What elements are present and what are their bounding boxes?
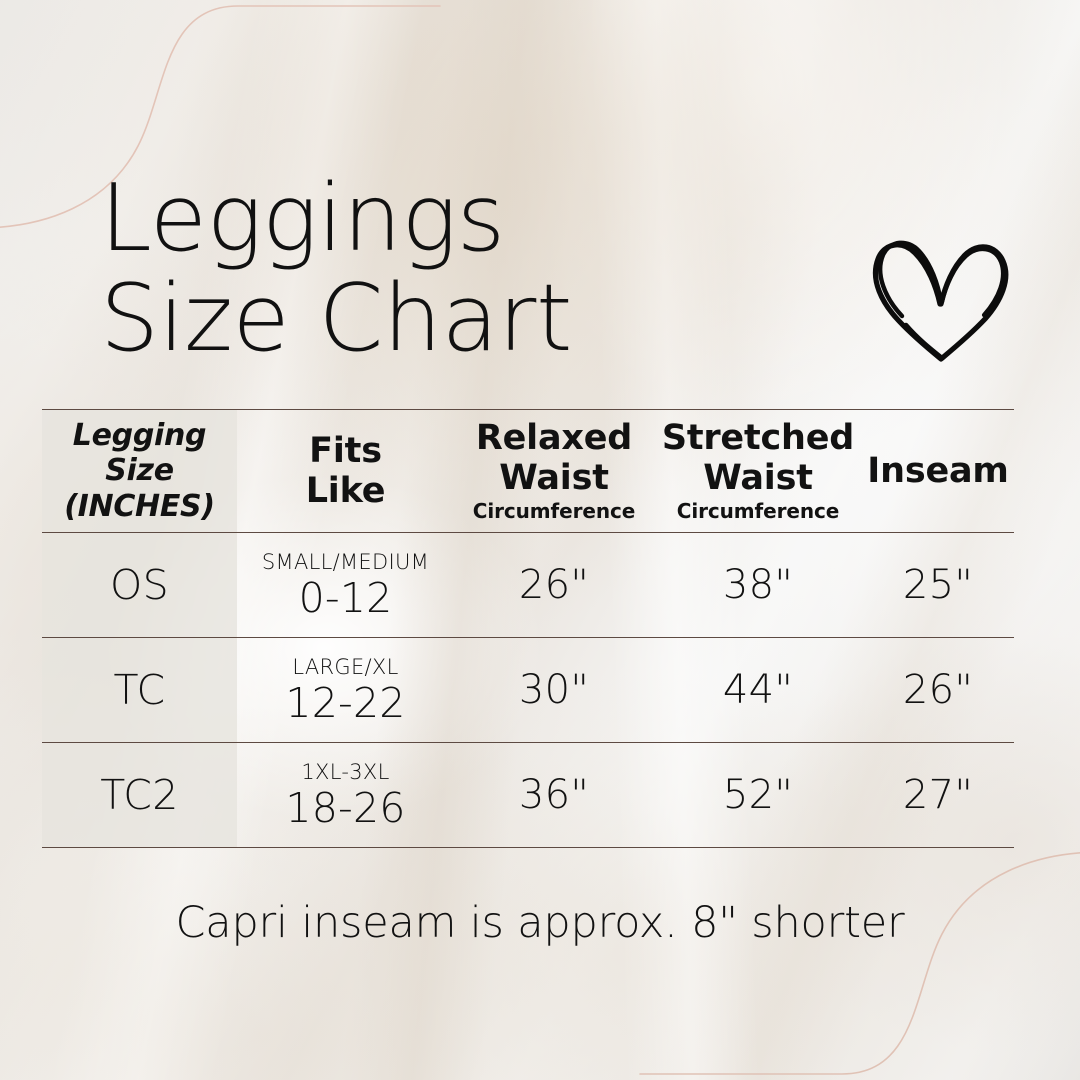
cell-fits-like-label: SMALL/MEDIUM [261, 549, 430, 574]
table-row: TC2 1XL-3XL 18-26 36" 52" [42, 742, 1014, 848]
size-chart-table: Legging Size (INCHES) Fits Like Relaxed … [42, 409, 1014, 848]
cell-size: OS [42, 532, 237, 638]
cell-relaxed-waist: 26" [454, 533, 654, 638]
cell-fits-like-range: 12-22 [285, 678, 406, 727]
page-title-line-1: Leggings [100, 164, 505, 272]
cell-relaxed-waist: 30" [454, 638, 654, 743]
column-header-relaxed-waist-main: Relaxed [475, 417, 633, 458]
cell-inseam-value: 25" [902, 562, 974, 608]
cell-inseam: 25" [862, 533, 1014, 638]
cell-fits-like-label: 1XL-3XL [301, 759, 390, 784]
cell-inseam-value: 26" [902, 667, 974, 713]
column-header-legging-size: Legging Size (INCHES) [42, 409, 237, 533]
column-header-stretched-waist-second: Waist [703, 458, 813, 498]
column-header-relaxed-waist-second: Waist [499, 458, 609, 498]
table-row: OS SMALL/MEDIUM 0-12 26" 38" [42, 532, 1014, 638]
column-header-stretched-waist-sub: Circumference [676, 499, 840, 524]
cell-stretched-waist-value: 52" [722, 772, 794, 818]
cell-fits-like: SMALL/MEDIUM 0-12 [237, 533, 454, 638]
column-header-stretched-waist-main: Stretched [661, 417, 855, 458]
hand-drawn-heart-icon [872, 240, 1009, 362]
cell-size: TC [42, 637, 237, 743]
cell-fits-like-range: 0-12 [298, 573, 393, 622]
cell-size-value: TC2 [100, 771, 179, 819]
cell-inseam: 27" [862, 743, 1014, 848]
cell-stretched-waist: 44" [654, 638, 862, 743]
column-header-legging-size-main: Legging Size [72, 418, 207, 489]
cell-stretched-waist: 38" [654, 533, 862, 638]
column-header-fits-like-second: Like [305, 471, 386, 511]
column-header-inseam: Inseam [862, 410, 1014, 533]
cell-inseam: 26" [862, 638, 1014, 743]
column-header-inseam-main: Inseam [867, 450, 1009, 491]
cell-stretched-waist: 52" [654, 743, 862, 848]
cell-inseam-value: 27" [902, 772, 974, 818]
cell-fits-like: LARGE/XL 12-22 [237, 638, 454, 743]
cell-stretched-waist-value: 38" [722, 562, 794, 608]
column-header-relaxed-waist: Relaxed Waist Circumference [454, 410, 654, 533]
cell-relaxed-waist-value: 36" [518, 772, 590, 818]
column-header-relaxed-waist-sub: Circumference [472, 499, 636, 524]
cell-relaxed-waist: 36" [454, 743, 654, 848]
page-title-line-2: Size Chart [100, 264, 573, 373]
cell-size-value: OS [109, 561, 170, 609]
column-header-legging-size-units: (INCHES) [64, 488, 215, 524]
table-header-row: Legging Size (INCHES) Fits Like Relaxed … [42, 409, 1014, 533]
cell-stretched-waist-value: 44" [722, 667, 794, 713]
cell-size-value: TC [113, 666, 166, 714]
cell-fits-like-label: LARGE/XL [292, 654, 399, 679]
cell-relaxed-waist-value: 30" [518, 667, 590, 713]
column-header-fits-like: Fits Like [237, 410, 454, 533]
column-header-stretched-waist: Stretched Waist Circumference [654, 410, 862, 533]
cell-fits-like: 1XL-3XL 18-26 [237, 743, 454, 848]
footer-note: Capri inseam is approx. 8" shorter [175, 898, 905, 948]
page-title: Leggings Size Chart [100, 168, 720, 369]
cell-size: TC2 [42, 742, 237, 848]
column-header-fits-like-main: Fits [309, 430, 382, 471]
table-row: TC LARGE/XL 12-22 30" 44" [42, 637, 1014, 743]
cell-relaxed-waist-value: 26" [518, 562, 590, 608]
cell-fits-like-range: 18-26 [285, 783, 406, 832]
